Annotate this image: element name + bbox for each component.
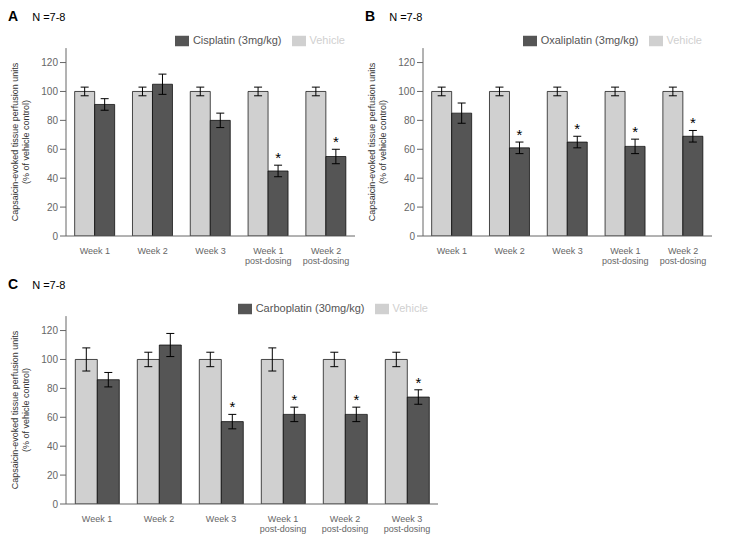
svg-text:Week 2: Week 2 [495,246,525,256]
svg-text:Capsaicin-evoked tissue perfus: Capsaicin-evoked tissue perfusion units(… [367,62,388,221]
svg-text:Capsaicin-evoked tissue perfus: Capsaicin-evoked tissue perfusion units(… [10,62,31,221]
svg-text:100: 100 [41,354,58,365]
html-text:B: B [365,8,376,24]
svg-text:0: 0 [52,231,58,242]
svg-text:Week 1: Week 1 [82,514,112,524]
svg-text:*: * [333,133,339,150]
svg-text:120: 120 [398,57,415,68]
html-text:Vehicle: Vehicle [309,34,345,46]
svg-text:Week 2post-dosing: Week 2post-dosing [303,246,350,266]
svg-text:Week 3: Week 3 [552,246,582,256]
svg-text:Week 3: Week 3 [195,246,225,256]
svg-text:80: 80 [404,115,416,126]
svg-text:*: * [291,391,297,408]
html-text:Oxaliplatin (3mg/kg): Oxaliplatin (3mg/kg) [540,34,639,46]
html-text:C: C [8,276,19,292]
svg-text:100: 100 [41,86,58,97]
svg-text:*: * [353,391,359,408]
svg-text:60: 60 [47,144,59,155]
svg-text:Week 2: Week 2 [138,246,168,256]
svg-text:Week 1: Week 1 [80,246,110,256]
svg-text:20: 20 [47,470,59,481]
svg-text:*: * [517,126,523,143]
html-text:N =7-8: N =7-8 [32,11,66,23]
html-text:Cisplatin (3mg/kg): Cisplatin (3mg/kg) [192,34,282,46]
html-text:Vehicle: Vehicle [392,302,428,314]
svg-text:Week 2post-dosing: Week 2post-dosing [660,246,707,266]
svg-text:80: 80 [47,383,59,394]
svg-text:*: * [574,120,580,137]
svg-text:80: 80 [47,115,59,126]
svg-text:0: 0 [52,499,58,510]
svg-text:0: 0 [409,231,415,242]
svg-text:60: 60 [404,144,416,155]
svg-text:60: 60 [47,412,59,423]
html-text:N =7-8: N =7-8 [32,279,66,291]
svg-text:40: 40 [47,173,59,184]
svg-text:100: 100 [398,86,415,97]
svg-text:120: 120 [41,57,58,68]
svg-text:*: * [229,398,235,415]
html-text:A: A [8,8,19,24]
svg-text:Week 1: Week 1 [437,246,467,256]
svg-text:Week 1post-dosing: Week 1post-dosing [245,246,292,266]
svg-text:Week 1post-dosing: Week 1post-dosing [602,246,649,266]
svg-text:Week 2: Week 2 [144,514,174,524]
html-text:Vehicle: Vehicle [666,34,702,46]
svg-text:Week 3: Week 3 [206,514,236,524]
svg-text:*: * [415,374,421,391]
svg-text:40: 40 [404,173,416,184]
html-text:Carboplatin (30mg/kg): Carboplatin (30mg/kg) [255,302,365,314]
svg-text:*: * [275,149,281,166]
svg-text:120: 120 [41,325,58,336]
html-text:N =7-8: N =7-8 [389,11,423,23]
svg-text:Week 1post-dosing: Week 1post-dosing [260,514,307,534]
svg-text:40: 40 [47,441,59,452]
svg-text:Week 3post-dosing: Week 3post-dosing [384,514,431,534]
svg-text:Week 2post-dosing: Week 2post-dosing [322,514,369,534]
svg-text:Capsaicin-evoked tissue perfus: Capsaicin-evoked tissue perfusion units(… [10,330,31,489]
svg-text:20: 20 [47,202,59,213]
svg-text:20: 20 [404,202,416,213]
svg-text:*: * [632,123,638,140]
svg-text:*: * [690,114,696,131]
